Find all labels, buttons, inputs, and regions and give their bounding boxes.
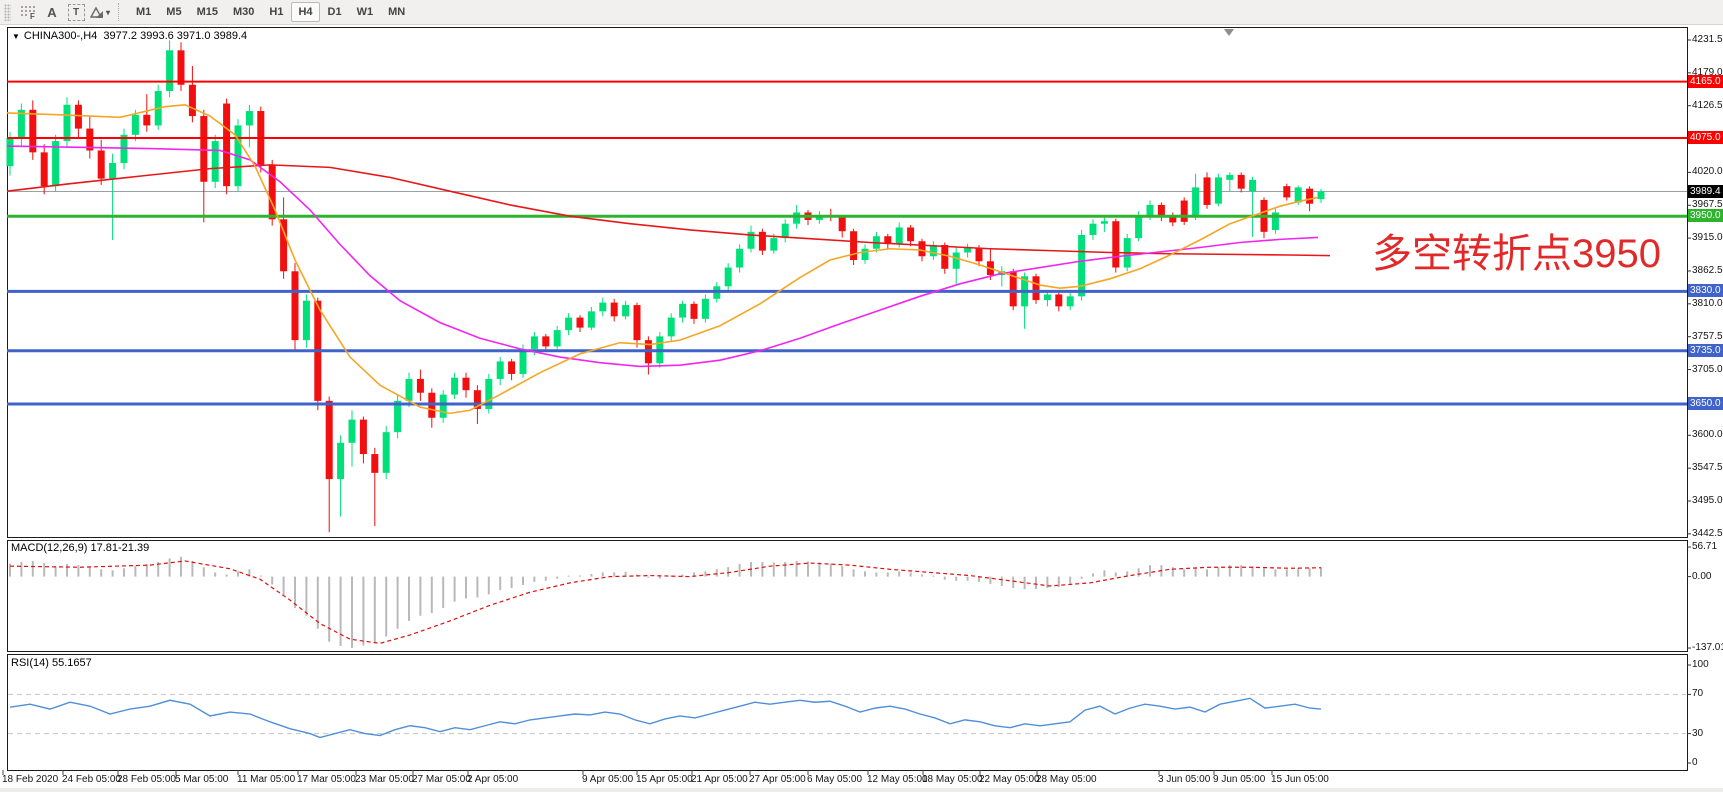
macd-signal-line [9, 560, 1322, 644]
level-price-label: 3950.0 [1688, 209, 1723, 223]
date-label: 18 Feb 2020 [2, 774, 59, 785]
level-price-label: 3830.0 [1688, 284, 1723, 298]
timeframe-toolbar: M1 M5 M15 M30 H1 H4 D1 W1 MN [129, 2, 412, 22]
date-label: 2 Apr 05:00 [467, 774, 519, 785]
grid-f-icon[interactable]: F [18, 2, 38, 22]
shapes-glyph [90, 6, 103, 18]
timeframe-mn-button[interactable]: MN [388, 6, 406, 18]
level-price-label: 3735.0 [1688, 343, 1723, 357]
price-tick-label: 3862.5 [1692, 264, 1723, 276]
toolbar: F A T ▾ M1 M5 M15 M30 H1 H4 D1 W1 MN [0, 0, 1723, 25]
magenta-ma-line [6, 145, 1319, 368]
price-tick-label: 3547.5 [1692, 462, 1723, 474]
date-label: 18 May 05:00 [922, 774, 983, 785]
level-price-label: 3650.0 [1688, 396, 1723, 410]
date-label: 17 Mar 05:00 [297, 774, 356, 785]
date-label: 9 Jun 05:00 [1213, 774, 1266, 785]
macd-indicator-label: MACD(12,26,9) 17.81-21.39 [11, 542, 150, 554]
macd-tick-label: -137.01 [1692, 642, 1723, 654]
dropdown-caret-icon: ▾ [106, 7, 111, 17]
rsi-line [9, 697, 1322, 739]
timeframe-w1-button[interactable]: W1 [356, 6, 374, 18]
panel-border [7, 27, 1688, 538]
date-label: 3 Jun 05:00 [1158, 774, 1211, 785]
date-label: 27 Mar 05:00 [412, 774, 471, 785]
chart-dropdown-icon[interactable]: ▼ [12, 32, 20, 41]
macd-tick-label: 0.00 [1692, 570, 1712, 582]
timeframe-m5-button[interactable]: M5 [166, 6, 182, 18]
price-tick-label: 4179.0 [1692, 66, 1723, 78]
price-tick-label: 4231.5 [1692, 34, 1723, 45]
price-tick-label: 4020.0 [1692, 166, 1723, 178]
date-label: 11 Mar 05:00 [237, 774, 296, 785]
macd-panel[interactable] [9, 556, 1322, 649]
date-label: 12 May 05:00 [867, 774, 928, 785]
level-price-label: 4075.0 [1688, 130, 1723, 144]
chart-shift-marker-icon[interactable] [1224, 29, 1234, 36]
date-label: 22 May 05:00 [979, 774, 1040, 785]
date-label: 28 May 05:00 [1036, 774, 1097, 785]
timeframe-h4-button[interactable]: H4 [291, 2, 320, 22]
timeframe-d1-button[interactable]: D1 [327, 6, 342, 18]
svg-text:F: F [30, 12, 35, 20]
date-label: 6 May 05:00 [807, 774, 863, 785]
price-tick-label: 3442.5 [1692, 527, 1723, 539]
price-tick-label: 3757.5 [1692, 330, 1723, 342]
panel-border [7, 654, 1688, 771]
timeframe-m1-button[interactable]: M1 [136, 6, 152, 18]
symbol-label: CHINA300-,H4 [23, 30, 98, 42]
price-tick-label: 3705.0 [1692, 363, 1723, 375]
price-tick-label: 3967.5 [1692, 199, 1723, 211]
price-tick-label: 3915.0 [1692, 232, 1723, 244]
macd-tick-label: 56.71 [1692, 541, 1718, 553]
date-label: 15 Jun 05:00 [1271, 774, 1329, 785]
shapes-dropdown-icon[interactable]: ▾ [90, 2, 110, 22]
date-label: 28 Feb 05:00 [117, 774, 176, 785]
bottom-scroll-strip[interactable] [0, 788, 1723, 792]
current-price-label: 3989.4 [1688, 184, 1723, 198]
date-label: 27 Apr 05:00 [749, 774, 806, 785]
toolbar-drag-handle[interactable] [4, 3, 11, 21]
annotation-text: 多空转折点3950 [1372, 232, 1661, 276]
date-label: 5 Mar 05:00 [175, 774, 229, 785]
moving-average-lines [6, 103, 1331, 415]
timeframe-m15-button[interactable]: M15 [196, 6, 218, 18]
date-label: 23 Mar 05:00 [355, 774, 414, 785]
red-ma-line [6, 164, 1331, 257]
level-price-label: 4165.0 [1688, 74, 1723, 88]
price-tick-label: 4126.5 [1692, 99, 1723, 111]
orange-ma-line [6, 103, 1319, 415]
ohlc-values: 3977.2 3993.6 3971.0 3989.4 [103, 30, 248, 42]
rsi-tick-label: 100 [1692, 659, 1709, 670]
panel-border [7, 540, 1688, 652]
grid-f-glyph: F [20, 5, 35, 20]
text-frame-icon[interactable]: T [66, 2, 86, 22]
toolbar-separator [118, 3, 121, 21]
rsi-tick-label: 70 [1692, 688, 1704, 700]
price-tick-label: 3600.0 [1692, 429, 1723, 441]
symbol-ohlc-line[interactable]: ▼ CHINA300-,H4 3977.2 3993.6 3971.0 3989.… [12, 30, 247, 42]
rsi-tick-label: 30 [1692, 727, 1704, 739]
date-label: 15 Apr 05:00 [636, 774, 693, 785]
timeframe-m30-button[interactable]: M30 [232, 6, 255, 18]
main-price-panel[interactable] [6, 40, 1688, 533]
date-label: 24 Feb 05:00 [62, 774, 121, 785]
rsi-indicator-label: RSI(14) 55.1657 [11, 657, 92, 669]
rsi-tick-label: 0 [1692, 757, 1698, 768]
price-tick-label: 3495.0 [1692, 495, 1723, 506]
date-label: 21 Apr 05:00 [691, 774, 748, 785]
rsi-panel[interactable] [8, 693, 1686, 739]
text-frame-glyph: T [67, 3, 85, 21]
timeframe-h1-button[interactable]: H1 [269, 6, 284, 18]
date-label: 9 Apr 05:00 [582, 774, 634, 785]
text-label-icon[interactable]: A [47, 4, 57, 20]
horizontal-level-lines[interactable] [7, 80, 1687, 406]
price-tick-label: 3810.0 [1692, 297, 1723, 309]
